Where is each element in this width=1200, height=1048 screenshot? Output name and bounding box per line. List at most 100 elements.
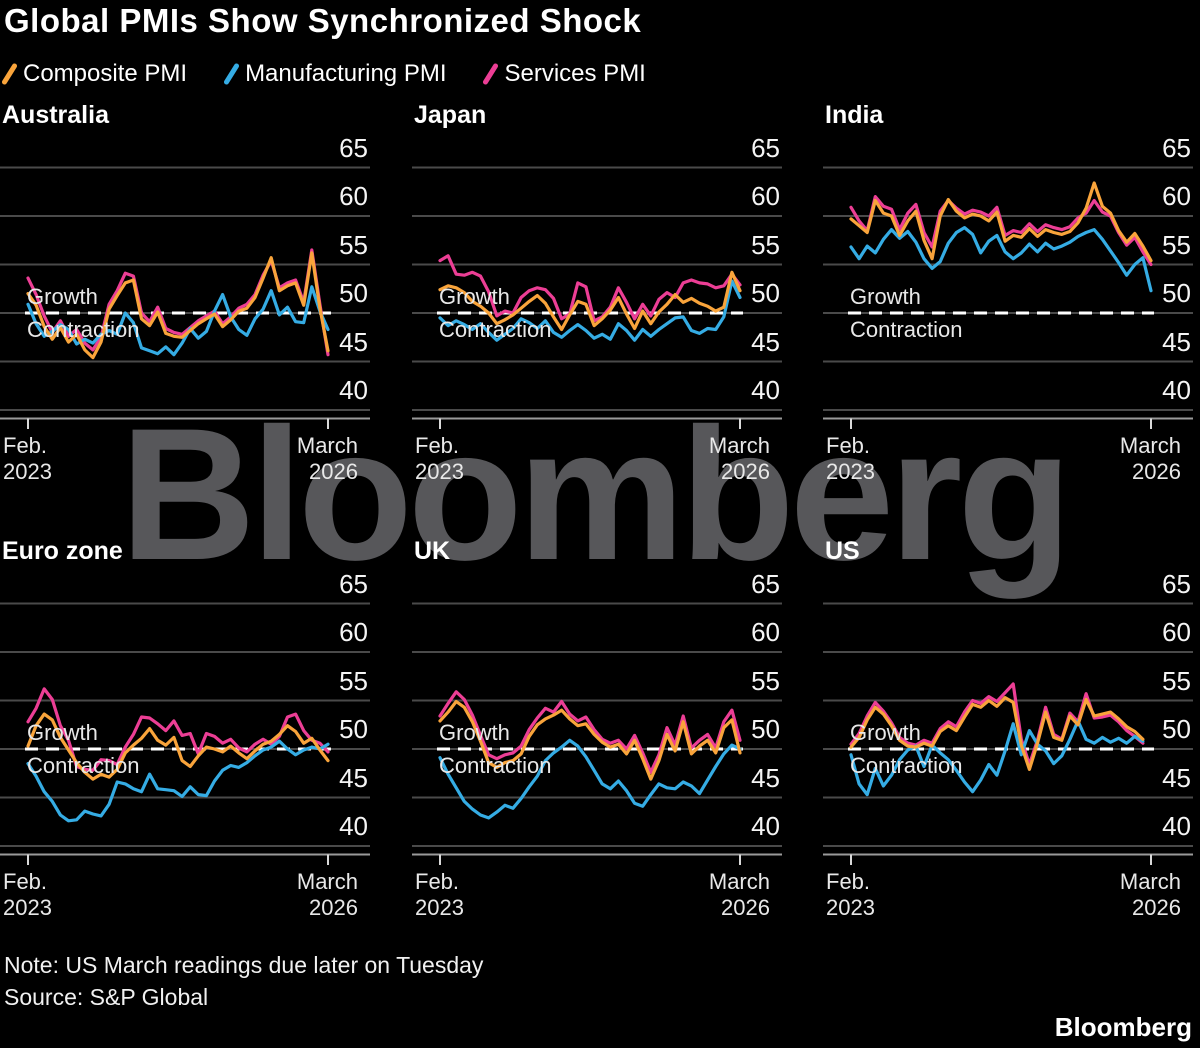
legend-item-services: Services PMI (482, 60, 646, 88)
y-tick-label: 55 (1162, 665, 1191, 696)
panel-title-uk: UK (414, 537, 451, 565)
y-tick-label: 65 (751, 132, 780, 163)
x-tick-label-end: 2026 (1132, 895, 1181, 920)
y-tick-label: 60 (339, 617, 368, 647)
x-tick-label-start: Feb. (415, 869, 460, 894)
legend-item-composite: Composite PMI (1, 60, 188, 88)
bloomberg-logo: Bloomberg (1054, 1012, 1192, 1042)
y-tick-label: 60 (1162, 617, 1191, 647)
y-tick-label: 55 (751, 665, 780, 696)
y-tick-label: 45 (751, 762, 780, 793)
y-tick-label: 65 (1162, 132, 1191, 163)
y-tick-label: 40 (1162, 375, 1191, 405)
services-pmi-line (438, 254, 742, 323)
growth-label: Growth (850, 720, 921, 745)
composite-pmi-line (849, 181, 1153, 263)
plot-euro-zone (0, 602, 370, 865)
x-tick-label-end: 2026 (309, 895, 358, 920)
contraction-label: Contraction (850, 753, 963, 778)
x-tick-label-start: Feb. (826, 869, 871, 894)
composite-pmi-line (438, 270, 742, 332)
y-tick-label: 40 (339, 811, 368, 841)
plot-uk (412, 602, 782, 865)
y-tick-label: 65 (339, 132, 368, 163)
chart-title: Global PMIs Show Synchronized Shock (4, 2, 642, 39)
panel-title-euro-zone: Euro zone (2, 537, 123, 565)
plot-us (823, 602, 1193, 865)
growth-label: Growth (27, 720, 98, 745)
composite-pmi-line (26, 712, 330, 781)
x-tick-label-end: March (708, 869, 770, 894)
manufacturing-pmi-line (26, 739, 330, 823)
x-tick-label-start: 2023 (3, 895, 52, 920)
contraction-label: Contraction (439, 753, 552, 778)
x-tick-label-end: 2026 (1132, 459, 1181, 484)
y-tick-label: 45 (339, 762, 368, 793)
panel-title-australia: Australia (2, 101, 109, 129)
y-tick-label: 65 (1162, 568, 1191, 599)
panel-japan: Japan 65 60 55 50 45 40 Growth Contraction Feb. 20… (412, 100, 782, 492)
y-tick-label: 55 (751, 229, 780, 260)
contraction-label: Contraction (439, 317, 552, 342)
y-tick-label: 45 (751, 326, 780, 357)
x-tick-label-end: 2026 (721, 895, 770, 920)
panel-india: India 65 60 55 50 45 40 Growth Contraction Feb. 20… (823, 100, 1193, 492)
y-tick-label: 60 (339, 181, 368, 211)
y-tick-label: 40 (751, 375, 780, 405)
x-tick-label-start: 2023 (826, 895, 875, 920)
panel-title-japan: Japan (414, 101, 487, 129)
x-tick-label-start: 2023 (415, 459, 464, 484)
growth-label: Growth (439, 284, 510, 309)
x-tick-label-end: March (1119, 433, 1181, 458)
bloomberg-watermark: Bloomberg (120, 389, 1072, 599)
y-tick-label: 40 (751, 811, 780, 841)
manufacturing-pmi-line (849, 719, 1145, 797)
legend-label-composite: Composite PMI (23, 60, 188, 87)
y-tick-label: 50 (1162, 714, 1191, 744)
x-tick-label-end: March (296, 869, 358, 894)
y-tick-label: 50 (339, 278, 368, 308)
legend-label-manufacturing: Manufacturing PMI (245, 60, 447, 87)
y-tick-label: 65 (751, 568, 780, 599)
panel-title-us: US (825, 537, 860, 565)
x-tick-label-start: Feb. (3, 869, 48, 894)
y-tick-label: 50 (1162, 278, 1191, 308)
y-tick-label: 45 (339, 326, 368, 357)
contraction-label: Contraction (27, 317, 140, 342)
composite-swatch-icon (1, 62, 18, 86)
composite-pmi-line (438, 699, 742, 781)
y-tick-label: 45 (1162, 762, 1191, 793)
contraction-label: Contraction (850, 317, 963, 342)
legend-item-manufacturing: Manufacturing PMI (223, 60, 447, 88)
manufacturing-pmi-line (849, 225, 1153, 293)
y-tick-label: 55 (339, 229, 368, 260)
x-tick-label-start: 2023 (415, 895, 464, 920)
chart-note: Note: US March readings due later on Tue… (4, 952, 484, 978)
services-pmi-line (26, 687, 330, 772)
plot-japan (412, 166, 782, 429)
panel-euro-zone: Euro zone 65 60 55 50 45 40 Growth Contraction Fe… (0, 536, 370, 928)
composite-pmi-line (849, 696, 1145, 771)
manufacturing-pmi-line (438, 279, 742, 342)
y-tick-label: 65 (339, 568, 368, 599)
panel-title-india: India (825, 101, 884, 129)
y-tick-label: 40 (1162, 811, 1191, 841)
plot-india (823, 166, 1193, 429)
y-tick-label: 45 (1162, 326, 1191, 357)
plot-australia (0, 166, 370, 429)
panel-us: US 65 60 55 50 45 40 Growth Contraction Feb. 2023 M… (823, 536, 1193, 928)
legend: Composite PMI Manufacturing PMI Services… (1, 60, 646, 88)
x-tick-label-end: 2026 (309, 459, 358, 484)
growth-label: Growth (439, 720, 510, 745)
manufacturing-pmi-line (438, 738, 742, 820)
contraction-label: Contraction (27, 753, 140, 778)
y-tick-label: 60 (1162, 181, 1191, 211)
panel-uk: UK 65 60 55 50 45 40 Growth Contraction Feb. 2023 M… (412, 536, 782, 928)
manufacturing-swatch-icon (223, 62, 241, 86)
x-tick-label-start: 2023 (3, 459, 52, 484)
y-tick-label: 40 (339, 375, 368, 405)
y-tick-label: 50 (751, 278, 780, 308)
y-tick-label: 50 (751, 714, 780, 744)
y-tick-label: 60 (751, 181, 780, 211)
